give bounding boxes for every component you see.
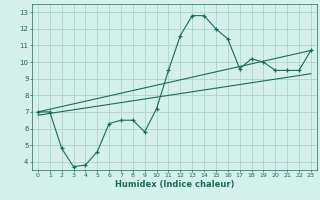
X-axis label: Humidex (Indice chaleur): Humidex (Indice chaleur)	[115, 180, 234, 189]
